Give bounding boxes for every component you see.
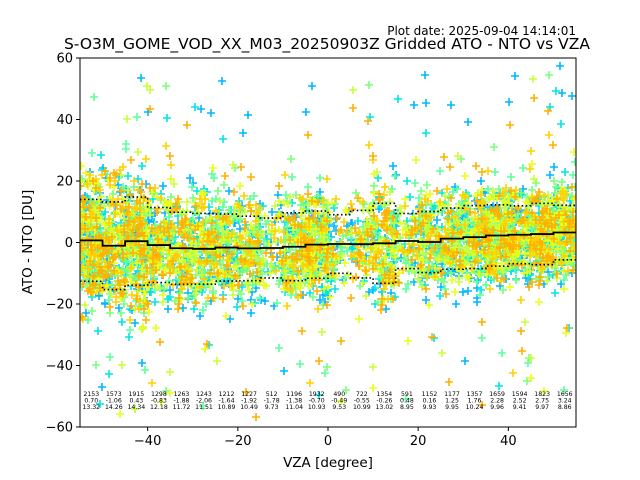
bin-std: 9.96 — [490, 404, 504, 411]
bin-mean: -0.83 — [151, 398, 167, 405]
x-tick-label: 20 — [410, 434, 427, 449]
bin-count: 1152 — [422, 391, 438, 398]
bin-count: 1357 — [467, 391, 483, 398]
bin-count: 1594 — [512, 391, 528, 398]
bin-std: 14.26 — [105, 404, 123, 411]
bin-mean: 1.25 — [445, 398, 459, 405]
bin-count: 512 — [266, 391, 278, 398]
bin-count: 591 — [401, 391, 413, 398]
bin-mean: 0.48 — [400, 398, 414, 405]
y-axis-label: ATO - NTO [DU] — [20, 190, 36, 295]
y-tick-label: 0 — [65, 236, 73, 251]
y-tick-label: 60 — [56, 52, 73, 67]
bin-count: 1354 — [376, 391, 392, 398]
bin-count: 2153 — [83, 391, 99, 398]
chart-title: S-O3M_GOME_VOD_XX_M03_20250903Z Gridded … — [64, 35, 590, 54]
bin-std: 10.24 — [466, 404, 484, 411]
bin-count: 1932 — [309, 391, 325, 398]
x-axis-label: VZA [degree] — [283, 455, 373, 471]
y-tick-label: −40 — [46, 359, 73, 374]
bin-count: 1212 — [219, 391, 235, 398]
y-axis: −60 −40 −20 0 20 40 60 — [46, 52, 80, 436]
bin-std: 10.99 — [353, 404, 371, 411]
bin-count: 1823 — [534, 391, 550, 398]
bin-mean: -1.06 — [106, 398, 122, 405]
bin-count: 1573 — [106, 391, 122, 398]
bin-std: 9.97 — [535, 404, 549, 411]
bin-std: 11.72 — [173, 404, 191, 411]
bin-mean: 0.43 — [129, 398, 143, 405]
bin-mean: 2.52 — [513, 398, 527, 405]
bin-mean: 2.28 — [490, 398, 504, 405]
bin-count: 1196 — [286, 391, 302, 398]
bin-count: 1298 — [151, 391, 167, 398]
plot-date: Plot date: 2025-09-04 14:14:01 — [387, 24, 576, 38]
bin-mean: -1.88 — [173, 398, 189, 405]
bin-std: 8.95 — [400, 404, 414, 411]
bin-std: 13.02 — [376, 404, 394, 411]
upper-std-line — [80, 196, 576, 219]
bin-mean: 0.16 — [423, 398, 437, 405]
bin-mean: -2.06 — [196, 398, 212, 405]
bin-std: 10.49 — [240, 404, 258, 411]
bin-mean: 2.75 — [535, 398, 549, 405]
bin-std: 14.34 — [128, 404, 146, 411]
bin-mean: -1.92 — [241, 398, 257, 405]
bin-std: 11.51 — [195, 404, 213, 411]
bin-std: 9.73 — [265, 404, 279, 411]
bin-std: 9.93 — [423, 404, 437, 411]
mean-line — [80, 231, 576, 250]
bin-count: 1656 — [557, 391, 573, 398]
bin-mean: -0.55 — [354, 398, 370, 405]
bin-mean: 3.24 — [558, 398, 572, 405]
x-tick-label: −40 — [134, 434, 161, 449]
bin-count: 722 — [356, 391, 368, 398]
scatter-marker-group — [80, 131, 576, 387]
bin-std: 9.41 — [513, 404, 527, 411]
y-tick-label: 40 — [56, 113, 73, 128]
bin-std: 11.04 — [285, 404, 303, 411]
x-tick-label: −20 — [224, 434, 251, 449]
bin-mean: 1.76 — [468, 398, 482, 405]
x-tick-label: 0 — [324, 434, 332, 449]
y-tick-label: 20 — [56, 175, 73, 190]
bin-count: 1177 — [444, 391, 460, 398]
bin-mean: -1.64 — [219, 398, 235, 405]
y-tick-label: −20 — [46, 298, 73, 313]
bin-count: 1243 — [196, 391, 212, 398]
bin-mean: -0.70 — [309, 398, 325, 405]
bin-count: 490 — [333, 391, 345, 398]
bin-std: 10.89 — [218, 404, 236, 411]
bin-std: 8.86 — [558, 404, 572, 411]
bin-mean: -1.78 — [264, 398, 280, 405]
bin-std: 10.93 — [308, 404, 326, 411]
scatter-marker-group — [80, 94, 576, 421]
bin-count: 1227 — [241, 391, 257, 398]
summary-lines — [80, 196, 576, 291]
bin-std: 13.32 — [82, 404, 100, 411]
bin-mean: -0.26 — [376, 398, 392, 405]
bin-count: 1659 — [489, 391, 505, 398]
bin-std: 12.18 — [150, 404, 168, 411]
bin-count: 1915 — [128, 391, 144, 398]
y-tick-label: −60 — [46, 421, 73, 436]
bin-std: 9.95 — [445, 404, 459, 411]
bin-mean: 0.70 — [84, 398, 98, 405]
bin-std: 9.53 — [332, 404, 346, 411]
bin-mean: -1.38 — [286, 398, 302, 405]
scatter-points — [80, 62, 576, 421]
bin-count: 1263 — [174, 391, 190, 398]
bin-mean: -0.49 — [331, 398, 347, 405]
x-tick-label: 40 — [500, 434, 517, 449]
x-axis: −40 −20 0 20 40 — [134, 427, 517, 449]
